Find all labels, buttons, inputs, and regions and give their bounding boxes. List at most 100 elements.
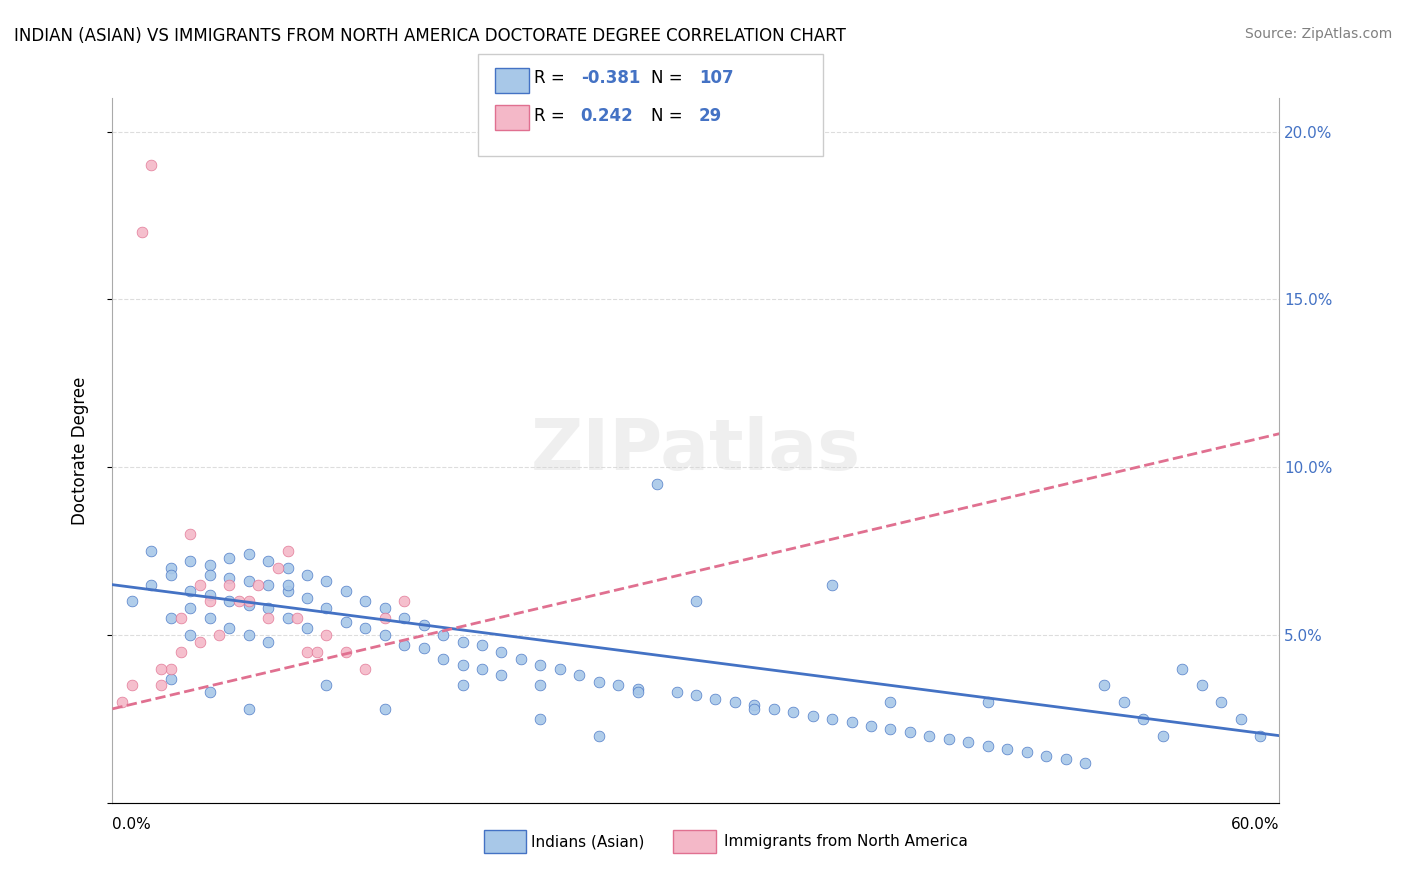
Point <box>744 702 766 716</box>
Point <box>451 634 474 648</box>
Point <box>257 611 280 625</box>
Point <box>354 662 377 676</box>
Point <box>285 611 308 625</box>
Point <box>160 561 183 575</box>
Point <box>918 729 941 743</box>
Point <box>218 594 240 608</box>
Text: N =: N = <box>651 69 688 87</box>
Point <box>841 715 863 730</box>
Point <box>509 651 531 665</box>
Text: 60.0%: 60.0% <box>1232 817 1279 832</box>
Point <box>276 577 298 591</box>
Text: 0.0%: 0.0% <box>112 817 152 832</box>
Point <box>179 628 201 642</box>
Point <box>238 548 260 562</box>
Point <box>238 574 260 589</box>
Point <box>685 689 707 703</box>
Text: Immigrants from North America: Immigrants from North America <box>724 834 967 849</box>
Point <box>179 584 201 599</box>
Point <box>374 611 396 625</box>
Point <box>257 634 280 648</box>
Point <box>898 725 921 739</box>
Point <box>160 672 183 686</box>
Point <box>160 611 183 625</box>
Point <box>198 558 221 572</box>
Y-axis label: Doctorate Degree: Doctorate Degree <box>70 376 89 524</box>
Point <box>208 628 231 642</box>
Point <box>744 698 766 713</box>
Point <box>412 641 434 656</box>
Point <box>529 658 551 673</box>
Point <box>179 601 201 615</box>
Point <box>198 567 221 582</box>
Point <box>627 681 650 696</box>
Point <box>568 668 591 682</box>
Point <box>1249 729 1271 743</box>
Point <box>276 611 298 625</box>
Point <box>374 702 396 716</box>
Point <box>471 638 494 652</box>
Point <box>801 708 824 723</box>
Point <box>1132 712 1154 726</box>
Point <box>1209 695 1232 709</box>
Point <box>588 675 610 690</box>
Point <box>412 618 434 632</box>
Point <box>247 577 270 591</box>
Point <box>491 645 513 659</box>
Point <box>451 678 474 692</box>
Point <box>879 722 901 736</box>
Point <box>1035 748 1057 763</box>
Point <box>762 702 785 716</box>
Point <box>394 611 416 625</box>
Point <box>198 685 221 699</box>
Point <box>995 742 1018 756</box>
Point <box>1094 678 1116 692</box>
Point <box>111 695 134 709</box>
Point <box>169 611 191 625</box>
Point <box>121 678 143 692</box>
Point <box>724 695 747 709</box>
Point <box>627 685 650 699</box>
Point <box>121 594 143 608</box>
Text: Source: ZipAtlas.com: Source: ZipAtlas.com <box>1244 27 1392 41</box>
Point <box>141 577 163 591</box>
Point <box>188 634 211 648</box>
Point <box>394 638 416 652</box>
Point <box>198 594 221 608</box>
Point <box>218 577 240 591</box>
Point <box>238 702 260 716</box>
Point <box>354 621 377 635</box>
Point <box>160 567 183 582</box>
Point <box>218 550 240 565</box>
Point <box>238 598 260 612</box>
Point <box>238 594 260 608</box>
Point <box>179 554 201 568</box>
Point <box>976 695 998 709</box>
Text: 107: 107 <box>699 69 734 87</box>
Point <box>1074 756 1097 770</box>
Point <box>276 584 298 599</box>
Point <box>218 621 240 635</box>
Text: ZIPatlas: ZIPatlas <box>531 416 860 485</box>
Text: N =: N = <box>651 107 688 125</box>
Text: 29: 29 <box>699 107 723 125</box>
Point <box>394 594 416 608</box>
Point <box>665 685 688 699</box>
Point <box>198 588 221 602</box>
Point <box>295 591 318 606</box>
Point <box>305 645 328 659</box>
Point <box>160 662 183 676</box>
Point <box>335 584 357 599</box>
Point <box>821 712 844 726</box>
Point <box>141 544 163 558</box>
Point <box>529 712 551 726</box>
Point <box>295 567 318 582</box>
Point <box>315 574 337 589</box>
Point <box>228 594 250 608</box>
Point <box>432 651 454 665</box>
Point <box>295 645 318 659</box>
Point <box>548 662 571 676</box>
Point <box>188 577 211 591</box>
Point <box>276 544 298 558</box>
Text: R =: R = <box>534 107 571 125</box>
